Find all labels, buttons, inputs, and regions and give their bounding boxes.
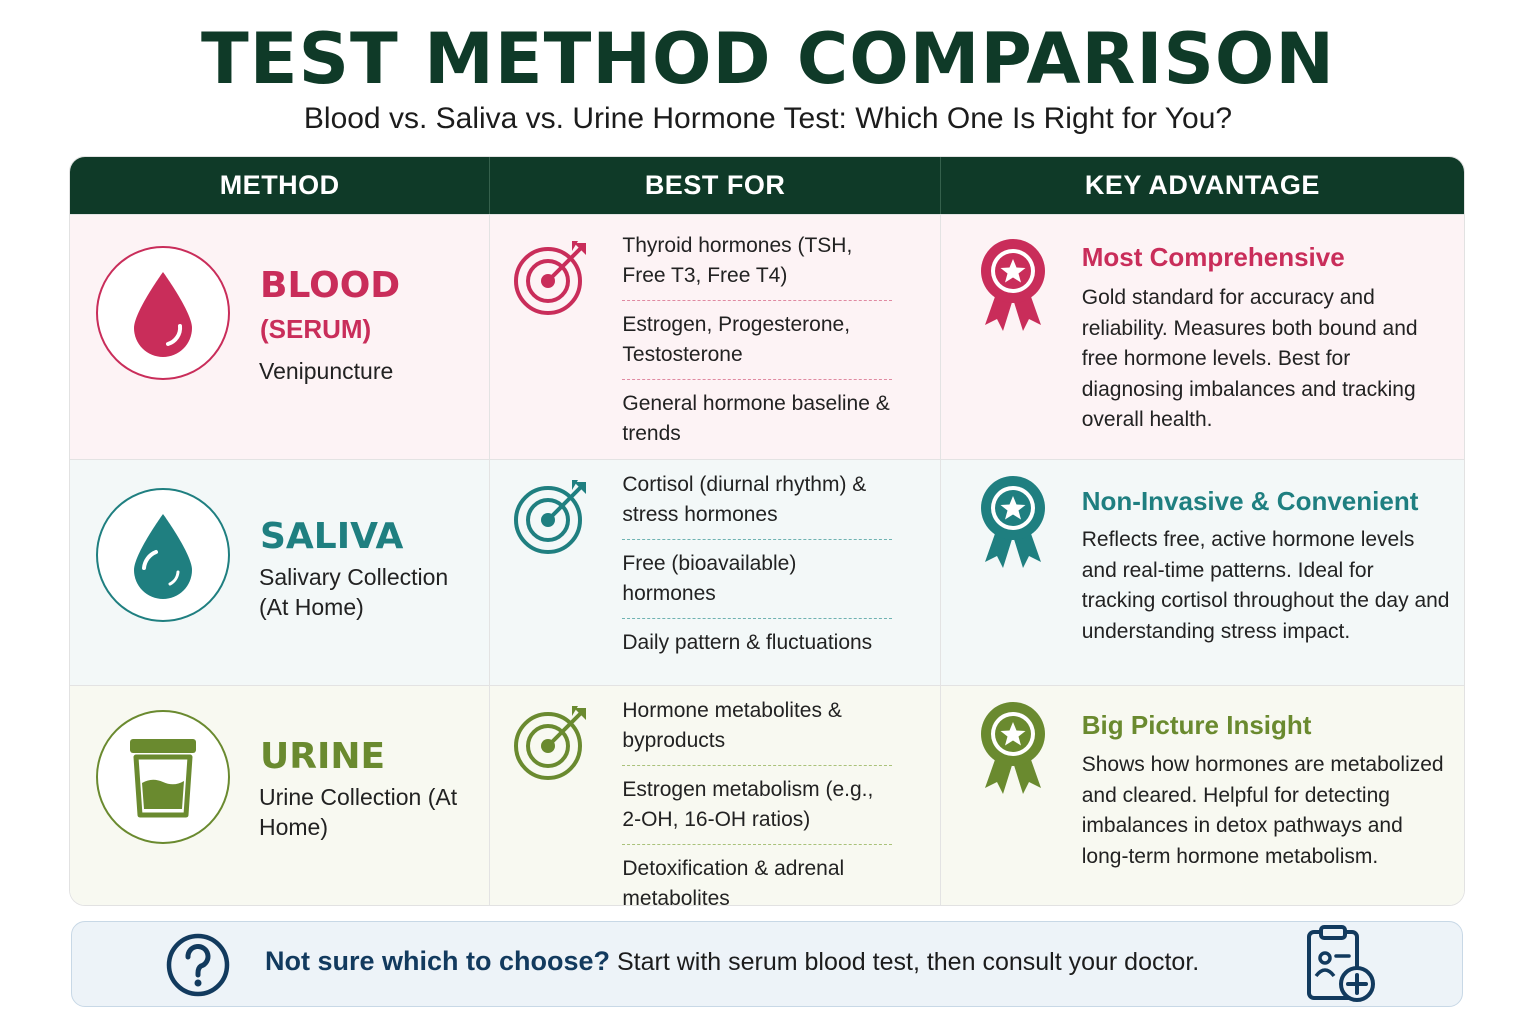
list-item: Free (bioavailable) hormones <box>622 549 893 619</box>
advantage-text: Shows how hormones are metabolized and c… <box>1081 753 1444 868</box>
award-ribbon-icon <box>980 476 1045 568</box>
table-row-urine: URINE Urine Collection (At Home) Hormone… <box>70 685 1464 906</box>
urine-cup-icon <box>96 710 230 844</box>
blood-drop-icon <box>96 246 230 380</box>
method-cell: BLOOD (SERUM) Venipuncture <box>70 215 491 459</box>
page-title: TEST METHOD COMPARISON <box>201 18 1335 100</box>
best-for-cell: Thyroid hormones (TSH, Free T3, Free T4)… <box>490 215 941 459</box>
method-description: Salivary Collection (At Home) <box>259 564 449 620</box>
list-item: Detoxification & adrenal metabolites <box>622 857 845 906</box>
question-mark-icon <box>166 933 230 997</box>
column-header-key-advantage: KEY ADVANTAGE <box>1084 170 1320 200</box>
footer-text: Not sure which to choose? Start with ser… <box>265 946 1199 977</box>
method-name: SALIVA <box>260 516 404 557</box>
footer-callout: Not sure which to choose? Start with ser… <box>71 921 1463 1007</box>
advantage-title: Most Comprehensive <box>1081 242 1345 272</box>
target-icon <box>514 480 587 554</box>
target-icon <box>514 706 587 780</box>
method-name: BLOOD <box>260 265 401 306</box>
method-name: URINE <box>260 736 386 777</box>
column-header-best-for: BEST FOR <box>490 157 941 214</box>
column-header-method: METHOD <box>70 157 491 214</box>
award-ribbon-icon <box>980 239 1045 331</box>
page-subtitle: Blood vs. Saliva vs. Urine Hormone Test:… <box>303 102 1233 135</box>
best-for-cell: Hormone metabolites & byproducts Estroge… <box>490 686 941 906</box>
best-for-list: Hormone metabolites & byproducts Estroge… <box>622 696 893 906</box>
footer-question: Not sure which to choose? <box>265 946 611 976</box>
best-for-list: Cortisol (diurnal rhythm) & stress hormo… <box>622 470 893 658</box>
table-row-saliva: SALIVA Salivary Collection (At Home) Cor… <box>70 459 1464 685</box>
list-item: General hormone baseline & trends <box>622 392 890 445</box>
list-item: Estrogen, Progesterone, Testosterone <box>622 310 893 380</box>
footer-advice: Start with serum blood test, then consul… <box>616 948 1200 976</box>
advantage-text: Gold standard for accuracy and reliabili… <box>1081 286 1418 431</box>
method-cell: SALIVA Salivary Collection (At Home) <box>70 460 491 685</box>
advantage-cell: Most Comprehensive Gold standard for acc… <box>941 215 1464 459</box>
method-subtitle: (SERUM) <box>260 314 372 344</box>
advantage-cell: Big Picture Insight Shows how hormones a… <box>941 686 1464 905</box>
saliva-drop-icon <box>96 488 230 622</box>
best-for-cell: Cortisol (diurnal rhythm) & stress hormo… <box>490 460 941 685</box>
advantage-text: Reflects free, active hormone levels and… <box>1081 528 1450 643</box>
list-item: Estrogen metabolism (e.g., 2-OH, 16-OH r… <box>622 775 893 845</box>
clipboard-add-icon <box>1307 925 1375 1002</box>
list-item: Cortisol (diurnal rhythm) & stress hormo… <box>622 470 893 540</box>
award-ribbon-icon <box>980 702 1045 794</box>
target-icon <box>514 241 587 315</box>
method-description: Venipuncture <box>259 358 394 384</box>
advantage-title: Big Picture Insight <box>1081 710 1312 740</box>
advantage-title: Non-Invasive & Convenient <box>1081 486 1419 516</box>
list-item: Thyroid hormones (TSH, Free T3, Free T4) <box>622 231 893 301</box>
list-item: Daily pattern & fluctuations <box>622 631 873 654</box>
table-row-blood: BLOOD (SERUM) Venipuncture Thyroid hormo… <box>70 214 1464 459</box>
comparison-table: METHOD BEST FOR KEY ADVANTAGE BLOOD (SER… <box>69 156 1465 906</box>
table-header: METHOD BEST FOR KEY ADVANTAGE <box>70 157 1464 214</box>
method-description: Urine Collection (At Home) <box>259 784 458 840</box>
method-cell: URINE Urine Collection (At Home) <box>70 686 491 905</box>
best-for-list: Thyroid hormones (TSH, Free T3, Free T4)… <box>622 231 893 449</box>
list-item: Hormone metabolites & byproducts <box>622 696 893 766</box>
advantage-cell: Non-Invasive & Convenient Reflects free,… <box>941 460 1464 685</box>
